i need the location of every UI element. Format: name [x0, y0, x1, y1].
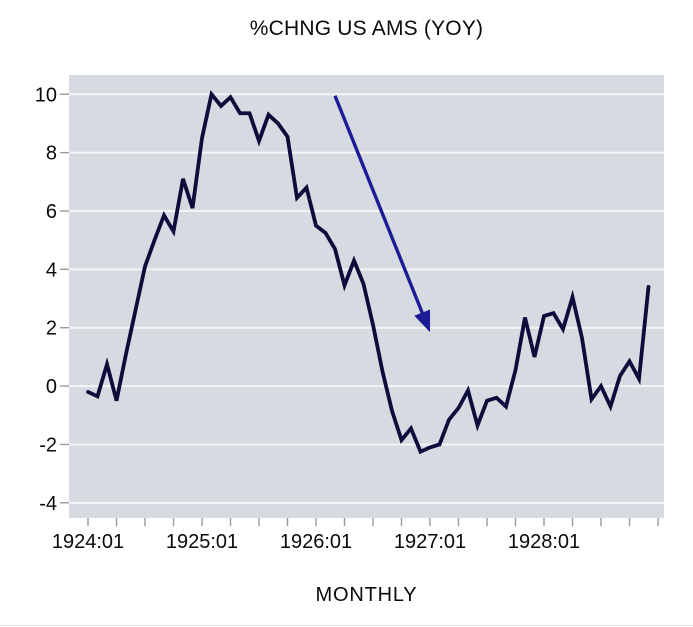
x-tick-label: 1925:01: [166, 531, 238, 553]
x-tick-label: 1924:01: [52, 531, 124, 553]
y-tick-label: 10: [35, 84, 57, 106]
y-tick-label: 0: [46, 376, 57, 398]
y-tick-label: -4: [39, 493, 57, 515]
y-tick-label: -2: [39, 434, 57, 456]
y-tick-label: 6: [46, 201, 57, 223]
x-tick-label: 1926:01: [280, 531, 352, 553]
x-tick-label: 1928:01: [508, 531, 580, 553]
y-tick-label: 8: [46, 143, 57, 165]
y-tick-label: 2: [46, 318, 57, 340]
y-tick-label: 4: [46, 259, 57, 281]
x-tick-label: 1927:01: [394, 531, 466, 553]
trend-arrow-head: [414, 309, 431, 333]
data-series-line: [86, 89, 651, 455]
x-axis-title: MONTHLY: [315, 584, 418, 606]
window-bottom-edge: [0, 625, 693, 626]
chart-title: %CHNG US AMS (YOY): [249, 17, 484, 40]
trend-arrow-shaft: [333, 95, 426, 317]
